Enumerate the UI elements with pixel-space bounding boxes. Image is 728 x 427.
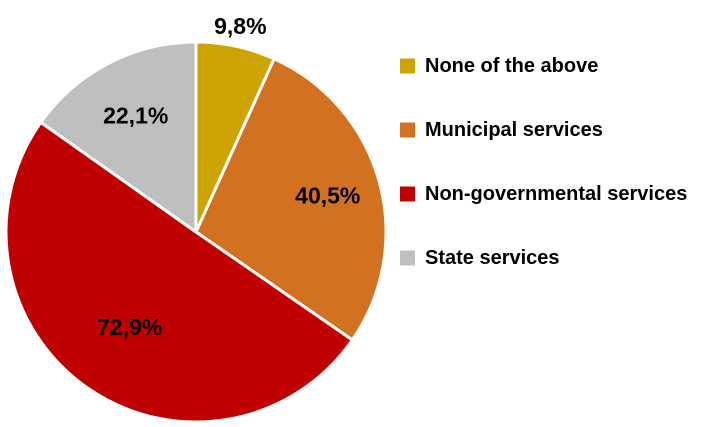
legend-swatch-state-services — [400, 250, 415, 266]
pie-slice-non-governmental-services — [4, 120, 354, 424]
pie-data-labels: 9,8% 40,5% 72,9% 22,1% — [97, 13, 360, 340]
legend-label-non-governmental-services: Non-governmental services — [425, 183, 687, 205]
legend-item-municipal-services: Municipal services — [400, 119, 603, 141]
legend-label-state-services: State services — [425, 247, 560, 269]
legend-swatch-municipal-services — [400, 122, 415, 138]
data-label-state-services: 22,1% — [103, 103, 168, 129]
legend-item-none-of-the-above: None of the above — [400, 55, 598, 77]
legend-swatch-none-of-the-above — [400, 58, 415, 74]
data-label-none-of-the-above: 9,8% — [214, 13, 266, 39]
data-label-municipal-services: 40,5% — [295, 182, 360, 208]
data-label-non-governmental-services: 72,9% — [97, 314, 162, 340]
pie-slice-municipal-services — [194, 57, 388, 342]
legend-swatch-non-governmental-services — [400, 186, 415, 202]
legend-item-state-services: State services — [400, 247, 560, 269]
legend: None of the above Municipal services Non-g… — [400, 55, 687, 269]
pie-slice-state-services — [39, 40, 198, 234]
legend-label-municipal-services: Municipal services — [425, 119, 603, 141]
legend-label-none-of-the-above: None of the above — [425, 55, 598, 77]
legend-item-non-governmental-services: Non-governmental services — [400, 183, 687, 205]
pie-slices — [4, 40, 388, 424]
